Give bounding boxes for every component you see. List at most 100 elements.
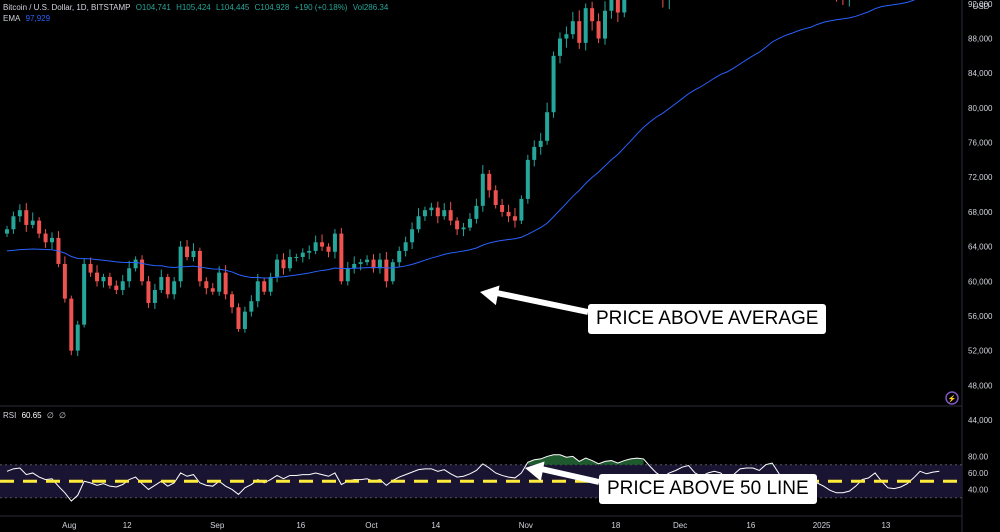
candle[interactable] [847,0,851,7]
candle[interactable] [358,258,363,271]
candle[interactable] [609,0,614,19]
candle[interactable] [236,303,241,332]
candle[interactable] [133,256,138,272]
candle[interactable] [371,254,376,273]
price-axis[interactable]: 112,000108,000104,000100,00096,00092,000… [968,0,997,425]
candle[interactable] [268,272,273,296]
candle[interactable] [210,283,215,295]
candle[interactable] [146,276,151,308]
candle[interactable] [538,132,543,155]
candle[interactable] [474,198,479,224]
candle[interactable] [69,295,74,356]
candle[interactable] [506,204,511,223]
candle[interactable] [834,0,838,2]
candle[interactable] [416,208,421,233]
candle[interactable] [320,234,325,252]
candle[interactable] [249,295,254,317]
candle[interactable] [326,243,331,258]
candle[interactable] [313,235,318,255]
candle[interactable] [615,0,620,22]
candle[interactable] [287,249,292,272]
ema-line[interactable] [6,0,939,279]
candle[interactable] [564,26,569,48]
candle[interactable] [75,320,80,357]
candle[interactable] [185,239,190,261]
candle[interactable] [532,140,537,167]
candle[interactable] [590,1,595,31]
candle[interactable] [512,208,517,228]
candle[interactable] [384,252,389,288]
candle[interactable] [165,273,170,299]
candle[interactable] [455,217,460,235]
candle[interactable] [841,0,845,5]
candle[interactable] [127,260,132,288]
candle[interactable] [442,203,447,220]
candle[interactable] [390,258,395,285]
candle[interactable] [422,206,427,221]
time-axis[interactable]: Aug 12 Sep 16 Oct 14 Nov 18 Dec 16 2025 13 [62,521,891,530]
candle[interactable] [435,201,440,224]
candle[interactable] [172,277,177,300]
candle[interactable] [667,0,671,10]
candle[interactable] [50,232,55,249]
candle[interactable] [24,203,29,232]
candle[interactable] [294,253,299,262]
candle[interactable] [596,13,601,44]
candle[interactable] [487,170,492,198]
candle[interactable] [114,280,119,295]
candle[interactable] [17,204,22,223]
candle[interactable] [307,245,312,260]
candle[interactable] [602,1,607,45]
candle[interactable] [622,0,627,18]
rsi-axis[interactable]: 80.00 60.00 40.00 [968,452,989,494]
rsi-legend[interactable]: RSI 60.65 ∅ ∅ [3,411,69,420]
candle[interactable] [262,278,267,295]
candle[interactable] [30,212,35,229]
candle[interactable] [242,306,247,333]
ema-legend[interactable]: EMA 97,929 [3,14,53,23]
candle[interactable] [56,231,61,268]
candle[interactable] [583,3,588,51]
candle[interactable] [43,229,48,248]
candle[interactable] [95,265,100,287]
candle[interactable] [545,102,550,145]
candle[interactable] [352,256,357,274]
candle[interactable] [551,51,556,118]
candle[interactable] [5,225,9,238]
candle[interactable] [403,236,408,257]
candle[interactable] [223,265,228,300]
candle[interactable] [429,202,434,217]
candle[interactable] [339,227,344,285]
candle[interactable] [661,0,665,8]
candle[interactable] [275,254,280,283]
candle[interactable] [410,222,415,249]
candle[interactable] [577,10,582,49]
currency-label[interactable]: USD [972,2,990,11]
candle[interactable] [82,258,87,328]
candle[interactable] [557,32,562,64]
candle[interactable] [448,201,453,226]
candle[interactable] [255,273,260,308]
candle[interactable] [480,164,485,212]
candle[interactable] [230,291,235,314]
candle[interactable] [88,257,93,277]
candle[interactable] [467,213,472,231]
candle[interactable] [217,266,222,296]
candle[interactable] [500,199,505,217]
candle[interactable] [140,255,145,286]
candle[interactable] [525,154,530,204]
rsi-pane[interactable] [0,454,962,502]
candle[interactable] [519,195,524,225]
candle[interactable] [62,256,67,303]
symbol-title[interactable]: Bitcoin / U.S. Dollar, 1D, BITSTAMP [3,3,131,12]
candle[interactable] [570,11,575,39]
candle[interactable] [281,253,286,275]
candle[interactable] [178,241,183,288]
candle[interactable] [397,246,402,267]
candle[interactable] [107,272,112,289]
candle[interactable] [152,283,157,309]
candle[interactable] [120,275,125,296]
candle[interactable] [101,273,106,288]
candle[interactable] [365,255,370,266]
